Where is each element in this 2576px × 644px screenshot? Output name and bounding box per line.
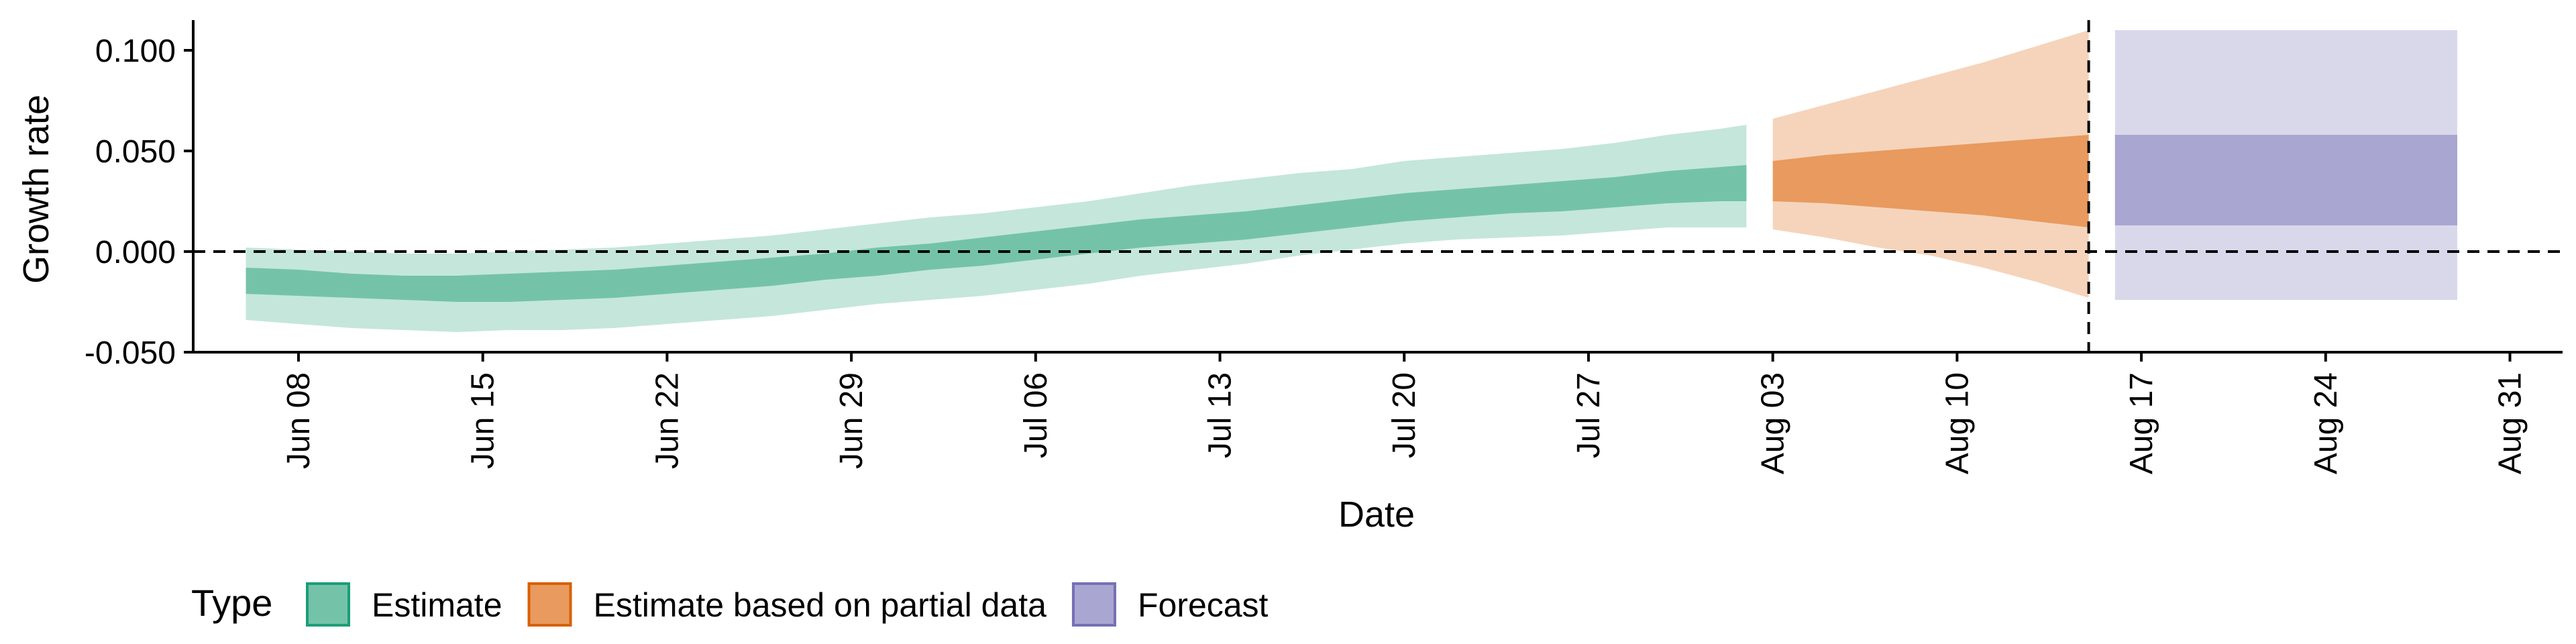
x-tick-label: Jun 15 bbox=[466, 372, 501, 469]
axes bbox=[192, 20, 2563, 354]
band-layer bbox=[246, 30, 2457, 332]
x-tick-label: Aug 10 bbox=[1939, 372, 1975, 474]
legend-label-estimate: Estimate bbox=[372, 586, 502, 624]
tick-layer: -0.050 0.000 0.050 0.100 Jun 08 Jun 15 Jun 22 J… bbox=[85, 34, 2528, 474]
x-tick-label: Jun 08 bbox=[281, 372, 317, 469]
band-inner-estimate-based-on-partial-data bbox=[1772, 135, 2089, 227]
legend-label-forecast: Forecast bbox=[1138, 586, 1269, 624]
legend-label-estimate-based-on-partial-data: Estimate based on partial data bbox=[594, 586, 1047, 624]
x-tick-label: Jul 06 bbox=[1018, 372, 1054, 458]
legend: Type Estimate Estimate based on partial d… bbox=[191, 582, 1269, 627]
x-tick-label: Aug 31 bbox=[2493, 372, 2528, 474]
reference-lines bbox=[193, 20, 2563, 352]
band-inner-estimate bbox=[246, 165, 1747, 302]
x-tick-label: Aug 17 bbox=[2124, 372, 2159, 474]
x-tick-label: Aug 24 bbox=[2308, 372, 2344, 474]
legend-swatch-estimate bbox=[306, 582, 350, 627]
legend-title: Type bbox=[191, 582, 272, 624]
y-axis-title: Growth rate bbox=[16, 95, 56, 284]
x-tick-label: Jul 13 bbox=[1203, 372, 1238, 458]
x-tick-label: Aug 03 bbox=[1756, 372, 1791, 474]
y-tick-label: -0.050 bbox=[85, 335, 176, 371]
y-tick-label: 0.100 bbox=[95, 34, 176, 69]
x-tick-label: Jul 27 bbox=[1571, 372, 1607, 458]
x-axis-title: Date bbox=[1338, 494, 1415, 535]
legend-swatch-forecast bbox=[1071, 582, 1116, 627]
x-tick-label: Jun 29 bbox=[834, 372, 869, 469]
legend-swatch-estimate-based-on-partial-data bbox=[527, 582, 572, 627]
y-tick-label: 0.000 bbox=[95, 235, 176, 270]
x-tick-label: Jun 22 bbox=[649, 372, 685, 469]
band-inner-forecast bbox=[2114, 135, 2457, 225]
x-tick-label: Jul 20 bbox=[1387, 372, 1422, 458]
y-tick-label: 0.050 bbox=[95, 134, 176, 170]
